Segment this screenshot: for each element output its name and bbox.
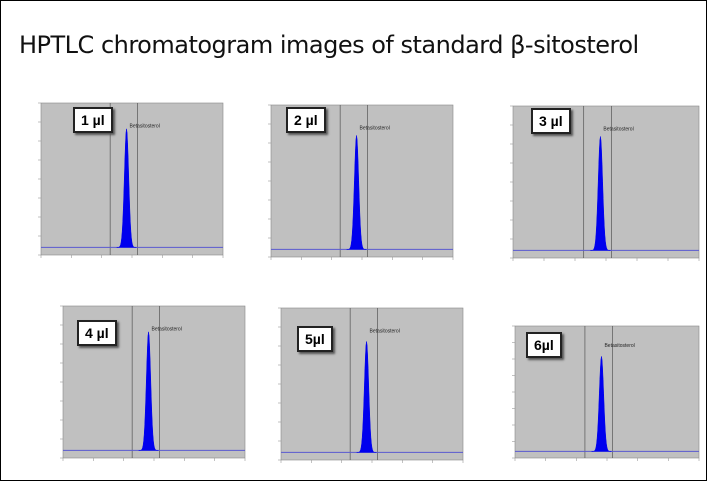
peak-area — [356, 341, 377, 453]
peak-area — [346, 135, 367, 250]
volume-label-2: 2 µl — [286, 107, 326, 133]
chromatogram-1: Betasitosterol — [38, 102, 224, 258]
slide-title: HPTLC chromatogram images of standard β-… — [19, 31, 639, 59]
plot-area — [40, 102, 224, 256]
chromatogram-panel-5: Betasitosterol 5µl — [269, 298, 465, 468]
peak-label: Betasitosterol — [604, 343, 634, 349]
peak-area — [116, 128, 137, 248]
chromatogram-panel-1: Betasitosterol 1 µl — [29, 93, 225, 263]
volume-label-5: 5µl — [297, 326, 333, 352]
peak-label: Betasitosterol — [370, 328, 400, 334]
peak-label: Betasitosterol — [360, 125, 390, 131]
peak-area — [590, 136, 611, 251]
volume-label-3: 3 µl — [531, 108, 571, 134]
peak-area — [138, 331, 159, 451]
plot-area — [280, 307, 464, 461]
peak-label: Betasitosterol — [152, 326, 182, 332]
chromatogram-5: Betasitosterol — [278, 307, 464, 463]
chromatogram-panel-2: Betasitosterol 2 µl — [259, 95, 455, 265]
chromatogram-panel-6: Betasitosterol 6µl — [503, 316, 701, 466]
volume-label-1: 1 µl — [73, 107, 113, 133]
volume-label-4: 4 µl — [77, 320, 117, 346]
peak-label: Betasitosterol — [603, 126, 633, 132]
peak-label: Betasitosterol — [130, 123, 160, 129]
chromatogram-panel-4: Betasitosterol 4 µl — [51, 296, 247, 466]
volume-label-6: 6µl — [526, 332, 562, 358]
peak-area — [591, 356, 612, 452]
chromatogram-panel-3: Betasitosterol 3 µl — [501, 96, 701, 266]
